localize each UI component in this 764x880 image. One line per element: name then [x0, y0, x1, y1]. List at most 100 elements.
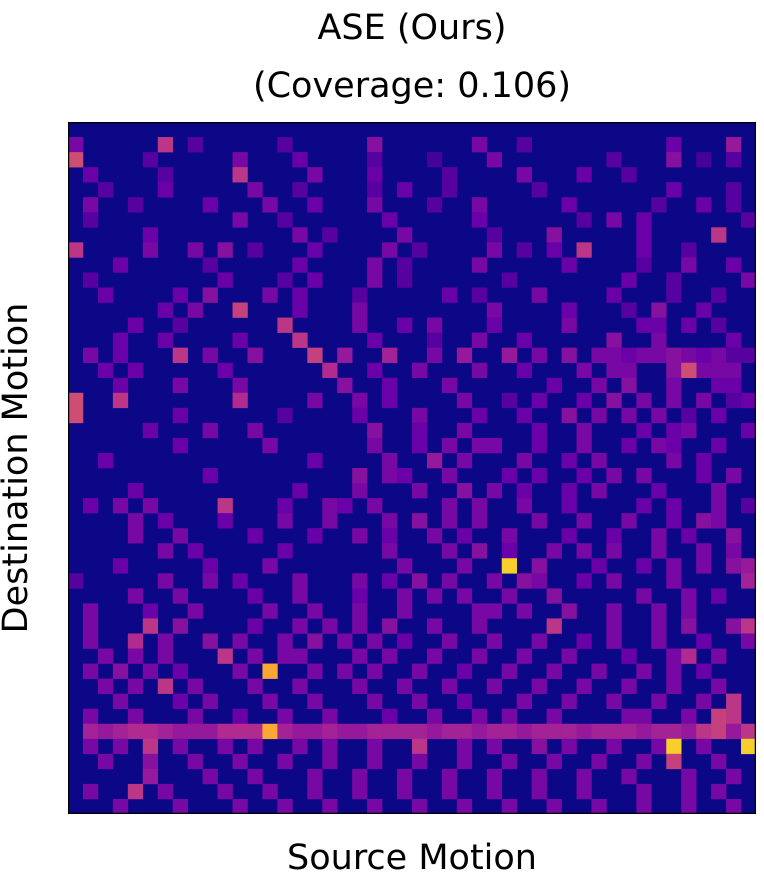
heatmap-cell	[262, 287, 278, 303]
heatmap-cell	[561, 648, 577, 664]
heatmap-cell	[726, 332, 742, 348]
heatmap-cell	[606, 573, 622, 589]
heatmap-cell	[412, 407, 428, 424]
heatmap-cell	[561, 693, 577, 709]
heatmap-cell	[127, 483, 144, 499]
heatmap-cell	[576, 573, 592, 589]
heatmap-cell	[576, 783, 592, 800]
heatmap-cell	[127, 317, 144, 333]
heatmap-cell	[591, 723, 607, 740]
heatmap-cell	[232, 798, 248, 814]
heatmap-cell	[97, 362, 114, 379]
heatmap-cell	[441, 182, 458, 198]
heatmap-cell	[666, 648, 682, 664]
heatmap-cell	[546, 377, 562, 394]
heatmap-cell	[636, 708, 652, 725]
heatmap-cell	[576, 167, 592, 183]
heatmap-cell	[277, 753, 293, 770]
heatmap-cell	[456, 483, 473, 499]
heatmap-cell	[696, 738, 712, 755]
heatmap-cell	[307, 392, 323, 409]
heatmap-cell	[277, 708, 293, 725]
heatmap-cell	[516, 603, 532, 619]
heatmap-cell	[486, 227, 503, 243]
heatmap-cell	[426, 347, 443, 363]
heatmap-cell	[456, 753, 473, 770]
heatmap-cell	[666, 738, 682, 755]
heatmap-cell	[412, 242, 428, 258]
heatmap-cell	[292, 723, 308, 740]
heatmap-cell	[232, 573, 248, 589]
heatmap-cell	[666, 362, 682, 379]
heatmap-cell	[591, 377, 607, 394]
heatmap-cell	[636, 422, 652, 439]
heatmap-cell	[666, 377, 682, 394]
heatmap-cell	[636, 663, 652, 679]
heatmap-cell	[696, 302, 712, 318]
heatmap-cell	[501, 558, 517, 574]
heatmap-cell	[741, 212, 756, 228]
heatmap-cell	[531, 558, 547, 574]
heatmap-cell	[412, 663, 428, 679]
heatmap-cell	[112, 257, 129, 273]
heatmap-cell	[426, 317, 443, 333]
heatmap-cell	[97, 648, 114, 664]
heatmap-cell	[441, 723, 458, 740]
heatmap-cell	[217, 362, 233, 379]
heatmap-cell	[711, 513, 727, 529]
heatmap-cell	[486, 738, 503, 755]
heatmap-cell	[651, 407, 667, 424]
heatmap-cell	[352, 468, 368, 484]
heatmap-cell	[352, 783, 368, 800]
heatmap-cell	[172, 528, 188, 544]
heatmap-cell	[352, 723, 368, 740]
heatmap-cell	[82, 498, 99, 514]
heatmap-cell	[726, 708, 742, 725]
heatmap-cell	[412, 693, 428, 709]
heatmap-cell	[382, 392, 398, 409]
heatmap-cell	[456, 347, 473, 363]
heatmap-cell	[711, 708, 727, 725]
heatmap-cell	[531, 392, 547, 409]
heatmap-cell	[606, 693, 622, 709]
heatmap-cell	[501, 798, 517, 814]
heatmap-cell	[501, 723, 517, 740]
heatmap-cell	[262, 663, 278, 679]
heatmap-cell	[546, 798, 562, 814]
heatmap-cell	[486, 437, 503, 454]
heatmap-cell	[441, 783, 458, 800]
heatmap-cell	[157, 633, 173, 649]
heatmap-cell	[202, 573, 218, 589]
heatmap-cell	[621, 167, 637, 183]
heatmap-cell	[292, 332, 308, 348]
heatmap-cell	[277, 543, 293, 559]
heatmap-cell	[651, 618, 667, 634]
heatmap-cell	[142, 227, 159, 243]
heatmap-cell	[172, 377, 188, 394]
heatmap-cell	[621, 513, 637, 529]
heatmap-cell	[232, 332, 248, 348]
heatmap-cell	[217, 738, 233, 755]
heatmap-cell	[471, 287, 488, 303]
heatmap-cell	[157, 302, 173, 318]
heatmap-cell	[127, 528, 144, 544]
heatmap-cell	[576, 543, 592, 559]
heatmap-cell	[262, 783, 278, 800]
heatmap-cell	[187, 753, 203, 770]
heatmap-cell	[471, 437, 488, 454]
heatmap-cell	[202, 197, 218, 213]
heatmap-cell	[576, 513, 592, 529]
heatmap-cell	[412, 573, 428, 589]
heatmap-cell	[367, 422, 383, 439]
heatmap-cell	[397, 558, 413, 574]
heatmap-cell	[412, 483, 428, 499]
heatmap-cell	[696, 543, 712, 559]
heatmap-cell	[606, 287, 622, 303]
heatmap-cell	[651, 723, 667, 740]
heatmap-cell	[711, 648, 727, 664]
heatmap-cell	[142, 152, 159, 168]
heatmap-cell	[367, 633, 383, 649]
heatmap-cell	[531, 738, 547, 755]
heatmap-cell	[726, 377, 742, 394]
heatmap-cell	[561, 723, 577, 740]
